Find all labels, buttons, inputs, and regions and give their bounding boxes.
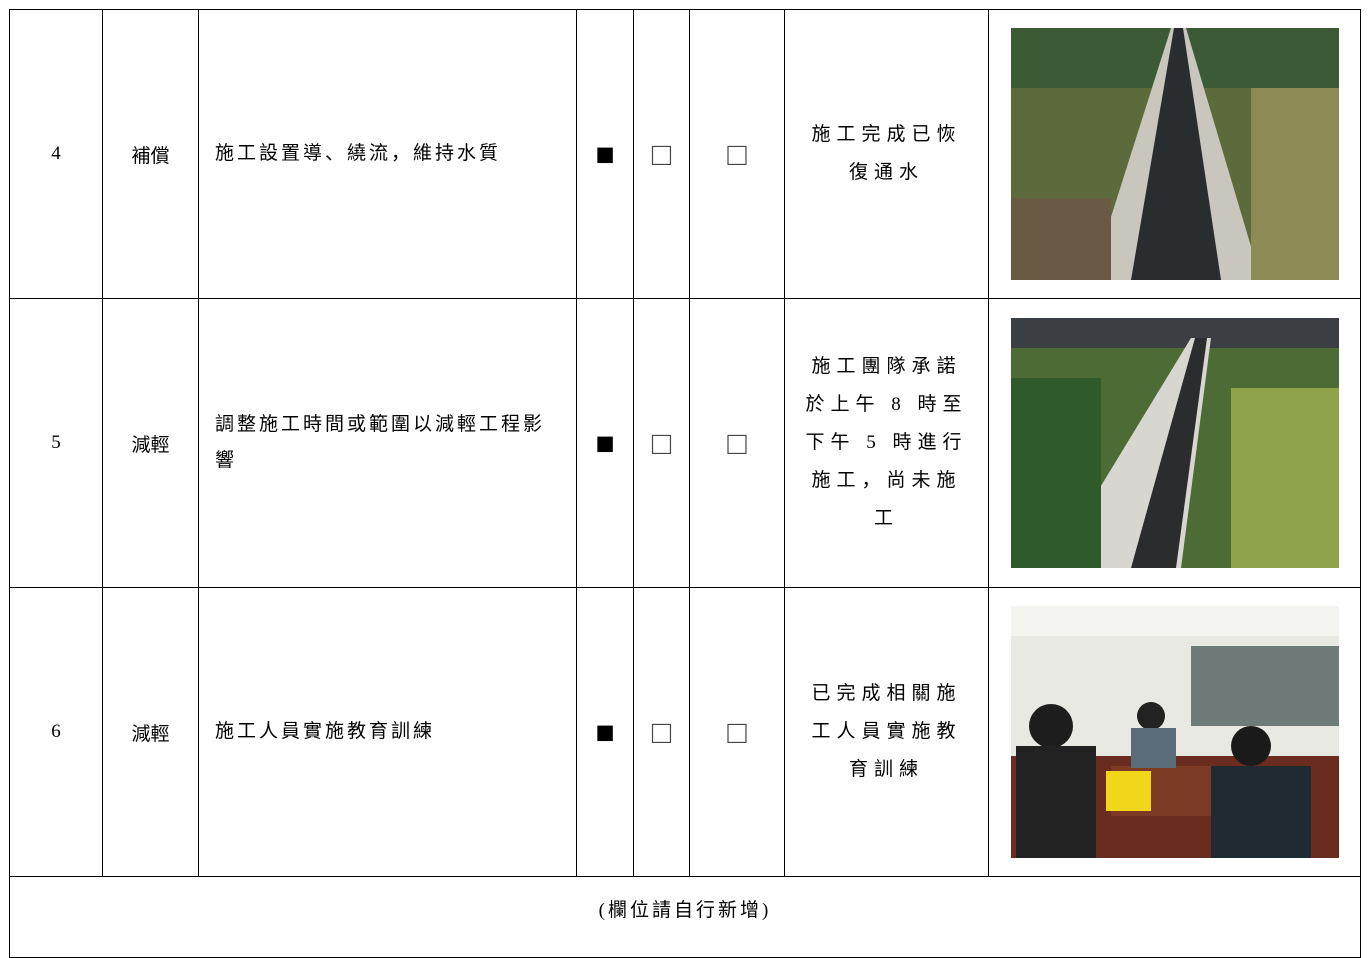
- footer-row: (欄位請自行新增): [9, 876, 1361, 958]
- photo-cell: [988, 9, 1361, 299]
- status-text: 已完成相關施工人員實施教育訓練: [811, 683, 962, 780]
- status-text: 施工完成已恢復通水: [811, 124, 962, 183]
- status-cell: 已完成相關施工人員實施教育訓練: [784, 587, 989, 877]
- status-cell: 施工團隊承諾於上午 8 時至下午 5 時進行施工，尚未施工: [784, 298, 989, 588]
- footer-note: (欄位請自行新增): [9, 876, 1361, 958]
- measure-text: 調整施工時間或範圍以減輕工程影響: [198, 298, 577, 588]
- table-row: 5 減輕 調整施工時間或範圍以減輕工程影響 ■ □ □ 施工團隊承諾於上午 8 時至下午 5…: [9, 298, 1361, 588]
- row-number: 5: [9, 298, 103, 588]
- checkbox: □: [633, 9, 690, 299]
- photo: [1010, 606, 1339, 858]
- measures-table: 4 補償 施工設置導、繞流，維持水質 ■ □ □ 施工完成已恢復通水 5 減輕 調整施工時間或範圍…: [9, 9, 1361, 958]
- checkbox: □: [689, 298, 785, 588]
- checkbox: ■: [576, 587, 634, 877]
- checkbox: □: [633, 587, 690, 877]
- row-number: 4: [9, 9, 103, 299]
- status-cell: 施工完成已恢復通水: [784, 9, 989, 299]
- photo: [1010, 318, 1339, 568]
- status-text: 施工團隊承諾於上午 8 時至下午 5 時進行施工，尚未施工: [805, 356, 968, 529]
- measure-text: 施工人員實施教育訓練: [198, 587, 577, 877]
- photo-cell: [988, 587, 1361, 877]
- table-row: 6 減輕 施工人員實施教育訓練 ■ □ □ 已完成相關施工人員實施教育訓練: [9, 587, 1361, 877]
- table-body: 4 補償 施工設置導、繞流，維持水質 ■ □ □ 施工完成已恢復通水 5 減輕 調整施工時間或範圍…: [9, 9, 1361, 958]
- table-row: 4 補償 施工設置導、繞流，維持水質 ■ □ □ 施工完成已恢復通水: [9, 9, 1361, 299]
- measure-type: 減輕: [102, 298, 199, 588]
- measure-type: 補償: [102, 9, 199, 299]
- photo: [1010, 28, 1339, 280]
- checkbox: □: [633, 298, 690, 588]
- checkbox: ■: [576, 9, 634, 299]
- photo-cell: [988, 298, 1361, 588]
- checkbox: ■: [576, 298, 634, 588]
- measure-text: 施工設置導、繞流，維持水質: [198, 9, 577, 299]
- measure-type: 減輕: [102, 587, 199, 877]
- checkbox: □: [689, 587, 785, 877]
- row-number: 6: [9, 587, 103, 877]
- checkbox: □: [689, 9, 785, 299]
